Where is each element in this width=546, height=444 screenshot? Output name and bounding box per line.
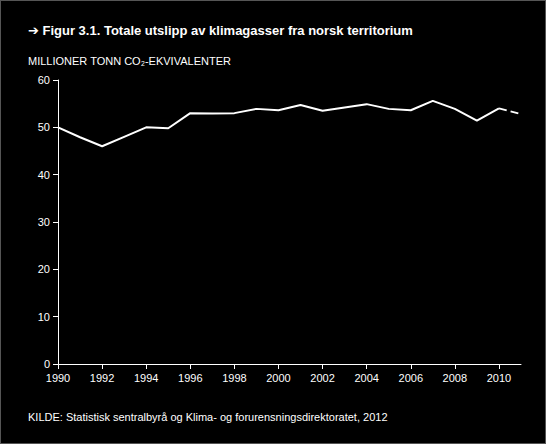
svg-text:1994: 1994: [134, 372, 158, 384]
svg-text:2002: 2002: [310, 372, 334, 384]
svg-text:➔ Figur 3.1. Totale utslipp av: ➔ Figur 3.1. Totale utslipp av klimagass…: [28, 23, 413, 38]
svg-text:40: 40: [38, 169, 50, 181]
svg-text:2004: 2004: [354, 372, 378, 384]
svg-text:20: 20: [38, 263, 50, 275]
svg-text:60: 60: [38, 74, 50, 86]
svg-text:KILDE: Statistisk sentralbyrå: KILDE: Statistisk sentralbyrå og Klima- …: [28, 411, 388, 423]
svg-text:1996: 1996: [178, 372, 202, 384]
svg-text:30: 30: [38, 216, 50, 228]
svg-text:1990: 1990: [46, 372, 70, 384]
svg-text:50: 50: [38, 121, 50, 133]
svg-text:2006: 2006: [399, 372, 423, 384]
svg-text:1992: 1992: [90, 372, 114, 384]
svg-text:1998: 1998: [222, 372, 246, 384]
svg-text:2000: 2000: [266, 372, 290, 384]
svg-text:2008: 2008: [443, 372, 467, 384]
svg-text:MILLIONER TONN CO₂-EKVIVALENTE: MILLIONER TONN CO₂-EKVIVALENTER: [28, 55, 231, 67]
svg-text:0: 0: [44, 358, 50, 370]
svg-text:2010: 2010: [487, 372, 511, 384]
svg-text:10: 10: [38, 311, 50, 323]
